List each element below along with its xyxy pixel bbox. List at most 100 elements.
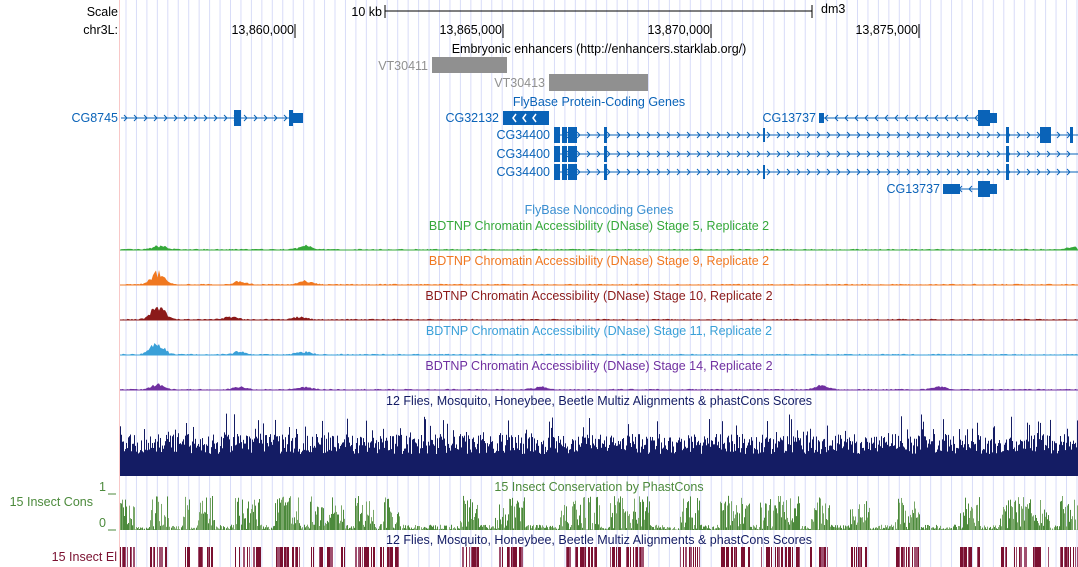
conserved-element xyxy=(778,547,780,567)
cg13737-exon xyxy=(943,184,960,194)
enhancer-label[interactable]: VT30413 xyxy=(494,76,545,90)
gene-label[interactable]: CG34400 xyxy=(496,147,550,161)
cons-bar xyxy=(684,527,685,530)
cons-bar xyxy=(245,518,246,530)
multiz-bar xyxy=(1044,450,1045,476)
multiz-bar xyxy=(501,441,502,476)
cons-bar xyxy=(331,513,332,530)
gene-label[interactable]: CG13737 xyxy=(886,182,940,196)
cons-bar xyxy=(830,526,831,530)
multiz-bar xyxy=(199,446,200,476)
cons-bar xyxy=(682,511,683,530)
multiz-bar xyxy=(591,448,592,476)
track-title-dnase-10[interactable]: BDTNP Chromatin Accessibility (DNase) St… xyxy=(425,289,773,303)
multiz-bar xyxy=(383,428,384,476)
cons-bar xyxy=(312,521,313,530)
multiz-bar xyxy=(606,436,607,476)
gene-label[interactable]: CG34400 xyxy=(496,165,550,179)
multiz-bar xyxy=(564,447,565,476)
strand-arrow xyxy=(283,114,288,122)
enhancer-label[interactable]: VT30411 xyxy=(378,59,428,73)
multiz-bar xyxy=(371,441,372,476)
conserved-element xyxy=(613,547,615,567)
gene-label[interactable]: CG13737 xyxy=(762,111,816,125)
multiz-bar xyxy=(290,451,291,476)
conserved-element xyxy=(856,547,857,567)
multiz-bar xyxy=(120,426,121,476)
cons-bar xyxy=(734,518,735,530)
strand-arrow xyxy=(586,131,591,139)
cons-side-label[interactable]: 15 Insect Cons xyxy=(9,495,93,509)
cons-bar xyxy=(624,512,625,530)
multiz-bar xyxy=(563,435,564,476)
cons-bar xyxy=(131,519,132,530)
cons-bar xyxy=(564,504,565,530)
cons-bar xyxy=(807,527,808,530)
conserved-element xyxy=(978,547,980,567)
multiz-bar xyxy=(999,440,1000,476)
cons-bar xyxy=(992,528,993,530)
cons-bar xyxy=(355,498,356,530)
cons-bar xyxy=(884,528,885,530)
cons-bar xyxy=(905,510,906,530)
multiz-bar xyxy=(665,445,666,476)
cons-bar xyxy=(661,528,662,530)
multiz-bar xyxy=(817,451,818,476)
multiz-bar xyxy=(969,447,970,476)
cons-bar xyxy=(487,527,488,530)
cons-bar xyxy=(227,526,228,530)
conserved-element xyxy=(685,547,687,567)
multiz-bar xyxy=(492,441,493,476)
conserved-element xyxy=(575,547,576,567)
cons-bar xyxy=(532,526,533,530)
cons-bar xyxy=(254,499,255,530)
multiz-bar xyxy=(670,437,671,476)
cg34400-exon xyxy=(763,165,765,179)
cons-bar xyxy=(392,517,393,530)
multiz-bar xyxy=(884,436,885,476)
gene-label[interactable]: CG8745 xyxy=(71,111,118,125)
strand-arrow xyxy=(834,114,839,122)
cons-bar xyxy=(197,525,198,530)
multiz-bar xyxy=(696,445,697,476)
cons-bar xyxy=(553,527,554,530)
conserved-element xyxy=(626,547,627,567)
track-title-dnase-14[interactable]: BDTNP Chromatin Accessibility (DNase) St… xyxy=(425,359,773,373)
multiz-bar xyxy=(558,436,559,476)
multiz-bar xyxy=(815,449,816,476)
elements-side-label[interactable]: 15 Insect El xyxy=(51,550,117,564)
multiz-bar xyxy=(449,447,450,476)
cons-bar xyxy=(380,524,381,530)
track-title-multiz-2[interactable]: 12 Flies, Mosquito, Honeybee, Beetle Mul… xyxy=(386,533,812,547)
cons-bar xyxy=(496,528,497,530)
multiz-bar xyxy=(1035,451,1036,476)
cons-bar xyxy=(373,509,374,530)
track-title-dnase-11[interactable]: BDTNP Chromatin Accessibility (DNase) St… xyxy=(425,324,773,338)
track-title-cons[interactable]: 15 Insect Conservation by PhastCons xyxy=(494,480,704,494)
conserved-element xyxy=(360,547,361,567)
cons-bar xyxy=(460,520,461,530)
track-title-multiz[interactable]: 12 Flies, Mosquito, Honeybee, Beetle Mul… xyxy=(386,394,812,408)
track-title-dnase-9[interactable]: BDTNP Chromatin Accessibility (DNase) St… xyxy=(428,254,770,268)
track-title-noncoding[interactable]: FlyBase Noncoding Genes xyxy=(524,203,674,217)
track-title-genes[interactable]: FlyBase Protein-Coding Genes xyxy=(512,95,686,109)
conserved-element xyxy=(131,547,132,567)
cons-bar xyxy=(1048,515,1049,530)
multiz-bar xyxy=(1067,428,1068,476)
track-title-dnase-5[interactable]: BDTNP Chromatin Accessibility (DNase) St… xyxy=(428,219,770,233)
multiz-bar xyxy=(153,447,154,476)
multiz-bar xyxy=(510,450,511,476)
gene-label[interactable]: CG34400 xyxy=(496,128,550,142)
cons-bar xyxy=(804,526,805,530)
multiz-bar xyxy=(968,444,969,476)
multiz-bar xyxy=(705,439,706,476)
strand-arrow xyxy=(884,114,889,122)
multiz-bar xyxy=(886,441,887,476)
cons-bar xyxy=(954,524,955,530)
gene-label[interactable]: CG32132 xyxy=(445,111,499,125)
conserved-element xyxy=(299,547,300,567)
multiz-bar xyxy=(267,443,268,476)
track-title-enhancers[interactable]: Embryonic enhancers (http://enhancers.st… xyxy=(451,42,747,56)
multiz-bar xyxy=(575,440,576,476)
